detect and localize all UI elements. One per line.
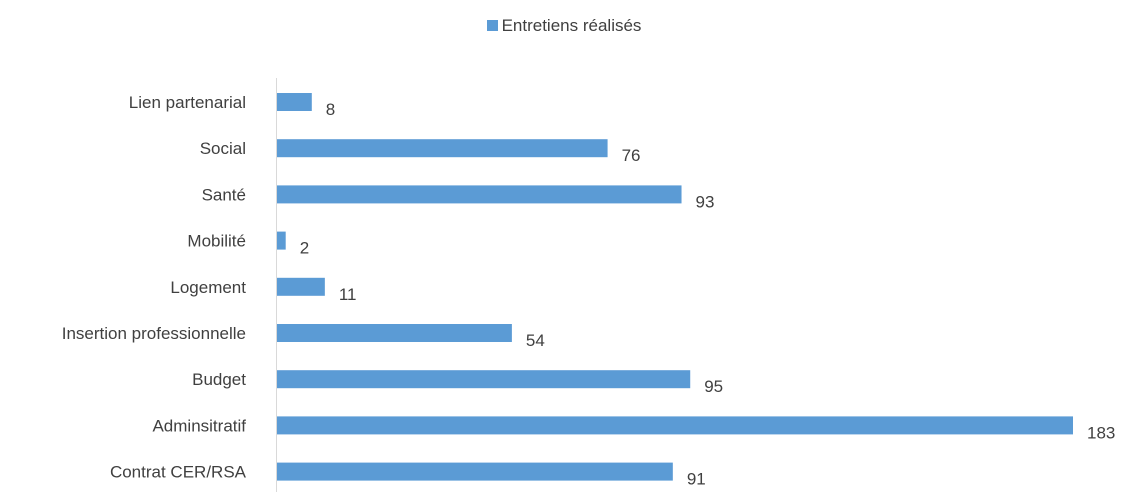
category-label: Social [200, 139, 246, 158]
category-label: Santé [202, 185, 246, 204]
bar [277, 416, 1073, 435]
bar [277, 370, 691, 389]
data-label: 95 [704, 377, 723, 396]
category-label: Insertion professionnelle [62, 324, 246, 343]
data-label: 8 [326, 100, 335, 119]
bar [277, 462, 673, 481]
data-label: 2 [300, 239, 309, 258]
category-label: Mobilité [187, 232, 246, 251]
bar [277, 139, 608, 158]
bar [277, 185, 682, 204]
data-label: 76 [622, 146, 641, 165]
category-label: Adminsitratif [152, 416, 246, 435]
category-label: Logement [170, 278, 246, 297]
data-label: 183 [1087, 423, 1115, 442]
bar [277, 324, 512, 342]
data-label: 11 [339, 285, 357, 304]
legend-label: Entretiens réalisés [501, 16, 642, 35]
bar [277, 231, 286, 250]
chart-legend: Entretiens réalisés [0, 16, 1128, 36]
bar [277, 93, 312, 111]
data-label: 54 [526, 331, 545, 350]
data-label: 93 [696, 192, 715, 211]
bar [277, 277, 325, 296]
category-label: Contrat CER/RSA [110, 463, 247, 482]
category-label: Budget [192, 370, 246, 389]
category-label: Lien partenarial [129, 93, 246, 112]
data-label: 91 [687, 470, 706, 489]
legend-swatch [486, 20, 498, 31]
